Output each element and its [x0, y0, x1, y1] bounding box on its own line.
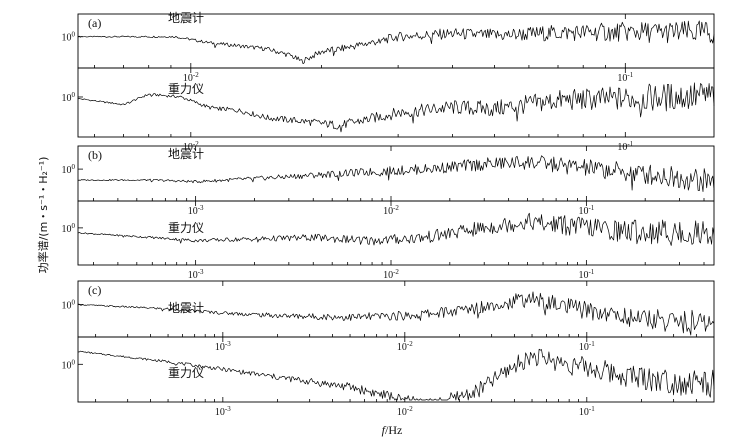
x-tick-exp: -2	[393, 204, 399, 212]
x-tick-exp: -3	[198, 268, 204, 276]
y-tick-label: 100	[62, 358, 76, 371]
x-tick-label: 10-2	[183, 71, 199, 84]
x-tick-exp: -1	[588, 204, 594, 212]
x-tick-label: 10-2	[397, 405, 413, 418]
y-tick-exp: 0	[72, 299, 76, 307]
x-tick-label: 10-1	[578, 268, 594, 281]
spectrum-line	[77, 212, 715, 246]
x-tick-base: 10	[578, 206, 588, 217]
y-tick-base: 10	[62, 93, 72, 104]
x-tick-label: 10-3	[188, 268, 204, 281]
y-tick-exp: 0	[72, 163, 76, 171]
x-tick-exp: -2	[193, 140, 199, 148]
x-tick-exp: -1	[589, 405, 595, 413]
series-name: 重力仪	[168, 221, 204, 235]
x-tick-base: 10	[188, 206, 198, 217]
y-tick-label: 100	[62, 91, 76, 104]
x-tick-exp: -3	[225, 340, 231, 348]
x-tick-base: 10	[579, 407, 589, 418]
y-tick-base: 10	[62, 165, 72, 176]
panel-label: (a)	[88, 16, 101, 30]
x-tick-exp: -2	[407, 340, 413, 348]
x-tick-label: 10-2	[383, 204, 399, 217]
y-tick-base: 10	[62, 301, 72, 312]
x-axis-label-unit: /Hz	[385, 423, 402, 437]
panel-label: (c)	[88, 283, 101, 297]
x-tick-label: 10-2	[383, 268, 399, 281]
y-axis-label: 功率谱/(m・s⁻¹・H₂⁻¹)	[36, 157, 50, 274]
x-tick-exp: -3	[225, 405, 231, 413]
x-tick-label: 10-3	[215, 340, 231, 353]
y-tick-label: 100	[62, 31, 76, 44]
y-tick-base: 10	[62, 224, 72, 235]
y-tick-base: 10	[62, 33, 72, 44]
x-tick-base: 10	[578, 270, 588, 281]
y-tick-label: 100	[62, 299, 76, 312]
x-tick-base: 10	[397, 342, 407, 353]
x-tick-label: 10-1	[617, 140, 633, 153]
x-tick-exp: -1	[627, 71, 633, 79]
spectrum-line	[77, 82, 715, 133]
x-tick-base: 10	[617, 73, 627, 84]
x-tick-exp: -2	[407, 405, 413, 413]
y-tick-exp: 0	[72, 31, 76, 39]
spectrum-line	[77, 348, 715, 401]
x-axis-label-italic: f	[382, 423, 387, 437]
spectrum-line	[77, 155, 715, 192]
x-tick-exp: -3	[198, 204, 204, 212]
y-tick-exp: 0	[72, 91, 76, 99]
x-tick-exp: -1	[627, 140, 633, 148]
x-tick-label: 10-3	[215, 405, 231, 418]
x-tick-base: 10	[215, 407, 225, 418]
spectrum-line	[77, 20, 715, 65]
spectrum-line	[77, 291, 715, 336]
x-tick-exp: -1	[588, 268, 594, 276]
x-tick-label: 10-1	[578, 204, 594, 217]
y-tick-exp: 0	[72, 222, 76, 230]
x-tick-base: 10	[183, 142, 193, 153]
series-name: 地震计	[168, 301, 204, 315]
x-tick-label: 10-1	[579, 340, 595, 353]
series-name: 重力仪	[168, 366, 204, 380]
plot-frame	[77, 336, 715, 403]
y-tick-label: 100	[62, 222, 76, 235]
x-tick-exp: -1	[589, 340, 595, 348]
x-tick-base: 10	[579, 342, 589, 353]
x-tick-label: 10-2	[397, 340, 413, 353]
series-name: 地震计	[168, 11, 204, 25]
x-axis-label: f/Hz	[382, 423, 403, 437]
y-tick-exp: 0	[72, 358, 76, 366]
x-tick-base: 10	[383, 270, 393, 281]
x-tick-label: 10-1	[579, 405, 595, 418]
x-tick-base: 10	[215, 342, 225, 353]
x-tick-base: 10	[183, 73, 193, 84]
x-tick-exp: -2	[193, 71, 199, 79]
x-tick-label: 10-2	[183, 140, 199, 153]
x-tick-base: 10	[188, 270, 198, 281]
x-tick-base: 10	[617, 142, 627, 153]
x-tick-base: 10	[397, 407, 407, 418]
x-tick-exp: -2	[393, 268, 399, 276]
series-name: 地震计	[168, 147, 204, 161]
y-tick-base: 10	[62, 360, 72, 371]
series-name: 重力仪	[168, 82, 204, 96]
panel-label: (b)	[88, 148, 102, 162]
x-tick-label: 10-3	[188, 204, 204, 217]
x-tick-label: 10-1	[617, 71, 633, 84]
x-tick-base: 10	[383, 206, 393, 217]
y-tick-label: 100	[62, 163, 76, 176]
